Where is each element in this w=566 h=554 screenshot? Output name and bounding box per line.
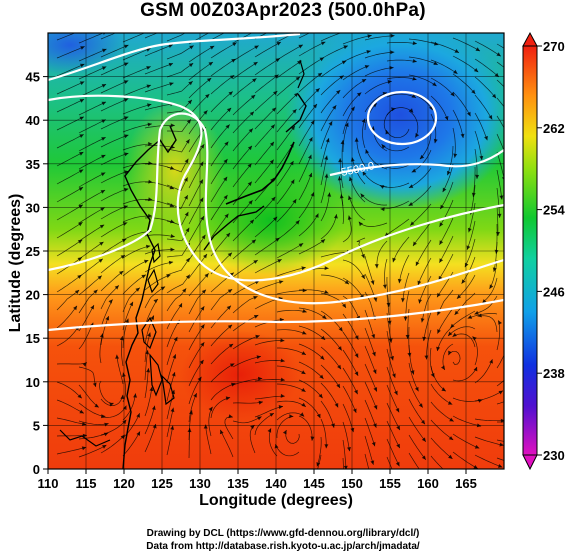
colorbar-tick-label: 230 (543, 448, 565, 463)
x-tick-label: 155 (379, 476, 401, 491)
x-tick-label: 120 (113, 476, 135, 491)
colorbar-tick-label: 238 (543, 366, 565, 381)
x-tick-label: 125 (151, 476, 173, 491)
coastlines (59, 59, 307, 469)
y-tick-label: 10 (26, 375, 40, 390)
x-tick-label: 110 (38, 476, 59, 491)
x-axis-label: Longitude (degrees) (199, 492, 353, 509)
y-tick-label: 45 (26, 70, 40, 85)
colorbar-tick-label: 254 (543, 203, 565, 218)
x-tick-label: 165 (455, 476, 477, 491)
y-tick-label: 20 (26, 288, 40, 303)
x-tick-label: 150 (341, 476, 363, 491)
credit-drawing: Drawing by DCL (https://www.gfd-dennou.o… (146, 528, 420, 539)
colorbar-tick-label: 262 (543, 121, 565, 136)
colorbar-tick-label: 270 (543, 39, 565, 54)
x-tick-label: 160 (417, 476, 439, 491)
x-tick-label: 145 (303, 476, 325, 491)
chart-title: GSM 00Z03Apr2023 (500.0hPa) (140, 0, 426, 21)
y-tick-label: 35 (26, 157, 40, 172)
y-tick-label: 0 (33, 462, 40, 477)
colorbar-upper-arrow (522, 31, 538, 47)
x-axis-ticks: 110 115 120 125 130 135 140 145 150 155 160 165 (38, 469, 477, 491)
credit-data: Data from http://database.rish.kyoto-u.a… (146, 541, 420, 552)
x-tick-label: 135 (227, 476, 249, 491)
y-tick-label: 15 (26, 331, 40, 346)
y-axis-ticks: 0 5 10 15 20 25 30 35 40 45 (26, 70, 48, 477)
x-tick-label: 140 (265, 476, 287, 491)
colorbar-tick-label: 246 (543, 284, 565, 299)
colorbar: 230 238 246 254 262 270 (522, 31, 565, 471)
y-tick-label: 40 (26, 113, 40, 128)
y-tick-label: 25 (26, 244, 40, 259)
streamlines (56, 33, 504, 469)
y-tick-label: 5 (33, 418, 40, 433)
colorbar-lower-arrow (522, 454, 538, 471)
y-axis-label: Latitude (degrees) (7, 193, 24, 333)
y-tick-label: 30 (26, 200, 40, 215)
height-contours (48, 33, 504, 332)
x-tick-label: 115 (76, 476, 97, 491)
x-tick-label: 130 (189, 476, 211, 491)
field-layer: 5500.0 (48, 33, 504, 469)
